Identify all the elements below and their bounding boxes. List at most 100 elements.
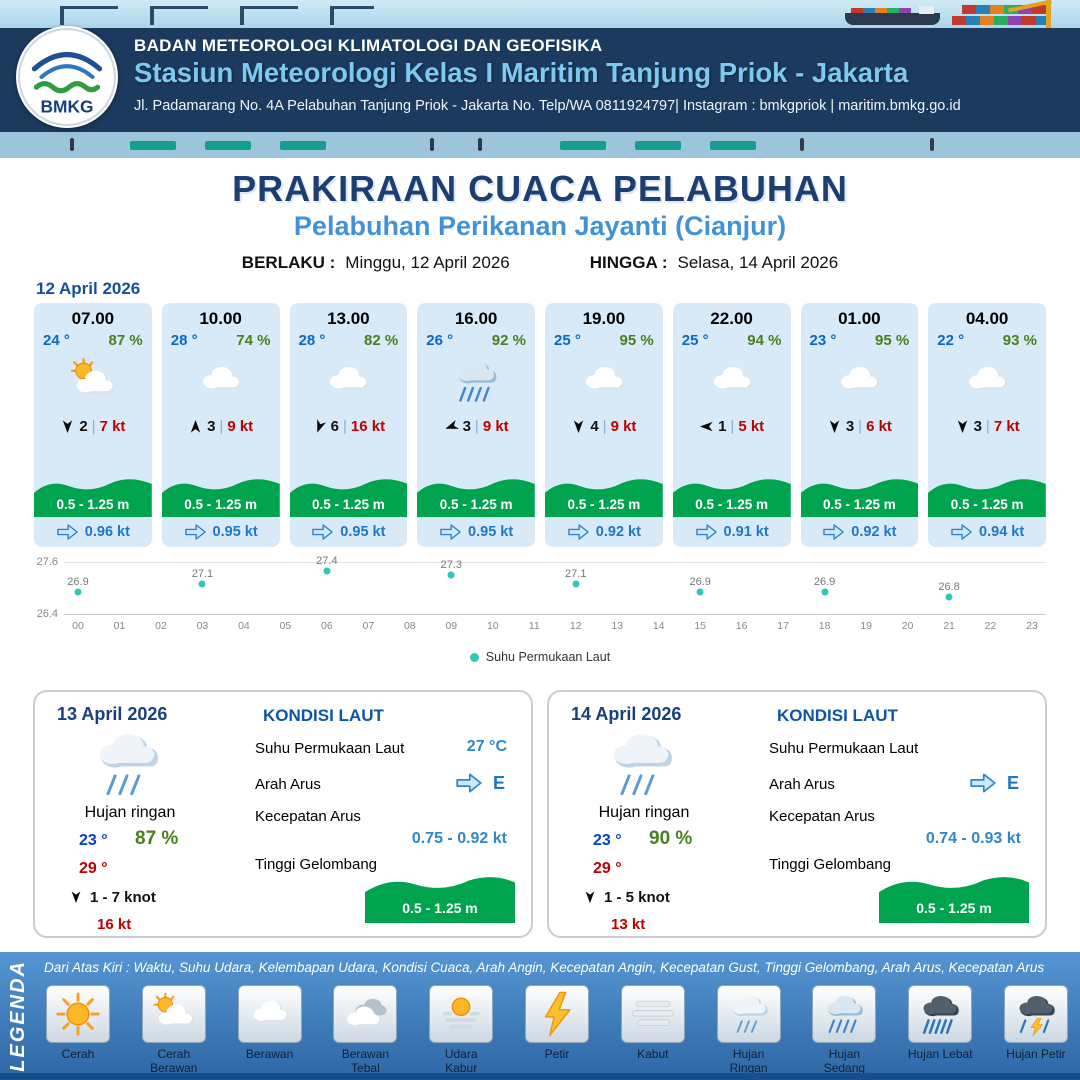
humidity: 95 %: [875, 332, 910, 349]
seat: [280, 141, 326, 150]
temperature: 26 °: [426, 332, 454, 349]
wind-speed: 3: [973, 418, 982, 435]
legend-item-label: Udara Kabur: [444, 1047, 478, 1075]
wind-gust: 9 kt: [227, 418, 254, 435]
temperature: 25 °: [554, 332, 581, 349]
wave-height: 0.5 - 1.25 m: [402, 900, 478, 916]
legend-label: Suhu Permukaan Laut: [485, 650, 611, 664]
forecast-card: 19.00 25 ° 95 % 4 | 9 kt 0.5 - 1.25 m 0.9…: [543, 301, 665, 549]
current-speed: 0.91 kt: [723, 524, 769, 540]
weather-icon-berawan: [545, 353, 663, 409]
legend-item: Berawan: [236, 985, 304, 1075]
weather-condition: Hujan ringan: [598, 804, 690, 821]
wave-height: 0.5 - 1.25 m: [184, 497, 258, 512]
sst-chart-legend: Suhu Permukaan Laut: [30, 650, 1050, 664]
wind-direction-icon: [827, 417, 842, 436]
forecast-card: 16.00 26 ° 92 % 3 | 9 kt 0.5 - 1.25 m 0.9…: [415, 301, 537, 549]
wind-row: 3 | 9 kt: [162, 417, 280, 436]
person-icon: [800, 138, 804, 151]
wave-height: 0.5 - 1.25 m: [822, 497, 896, 512]
wind-speed: 1: [718, 418, 727, 435]
wind-gust: 13 kt: [611, 916, 646, 933]
wind-direction-icon: [571, 417, 586, 436]
legend-item: Cerah Berawan: [140, 985, 208, 1075]
sst-chart-plot: 00 01 02 03 04 05 06 07 08 09 10 11 12 13 14 15 16 17 18 19…: [64, 555, 1046, 636]
wind-direction-icon: [188, 417, 203, 436]
current-direction-icon: [822, 523, 845, 541]
wave-height-band: 0.5 - 1.25 m: [365, 867, 515, 923]
current-direction-label: Arah Arus: [769, 776, 835, 793]
seat: [635, 141, 681, 150]
legend-item: Udara Kabur: [427, 985, 495, 1075]
weather-icon-berawan: [162, 353, 280, 409]
wind-row: 1 | 5 kt: [673, 417, 791, 436]
current-direction-icon: [439, 523, 462, 541]
time-label: 19.00: [582, 309, 626, 328]
wind-row: 3 | 6 kt: [801, 417, 919, 436]
legend-item: Hujan Petir: [1002, 985, 1070, 1075]
yellow-crane-icon: [1046, 0, 1051, 29]
legend-item-label: Hujan Sedang: [823, 1047, 866, 1075]
humidity: 90 %: [649, 828, 693, 849]
weather-icon-hujan-ringan: [589, 726, 693, 802]
person-icon: [430, 138, 434, 151]
forecast-date: 12 April 2026: [36, 279, 141, 298]
legend-item: Petir: [523, 985, 591, 1075]
weather-icon-berawan: [801, 353, 919, 409]
current-direction-icon: [950, 523, 973, 541]
current-speed-label: Kecepatan Arus: [255, 808, 361, 825]
wind-gust: 7 kt: [993, 418, 1020, 435]
daily-forecast-row: 13 April 2026 Hujan ringan 23 ° 87 % 29 …: [33, 690, 1047, 938]
sst-value: 27 °C: [466, 738, 507, 755]
berlaku-value: Minggu, 12 April 2026: [345, 253, 510, 272]
hingga-label: HINGGA :: [589, 253, 668, 272]
hingga-value: Selasa, 14 April 2026: [677, 253, 839, 272]
temperature: 22 °: [937, 332, 965, 349]
current-speed: 0.95 kt: [340, 524, 386, 540]
ship-cargo: [851, 8, 911, 13]
current-direction-icon: [567, 523, 590, 541]
current-row: 0.95 kt: [290, 517, 408, 547]
hujan-lebat-icon: [908, 985, 973, 1043]
forecast-card: 07.00 24 ° 87 % 2 | 7 kt 0.5 - 1.25 m 0.9…: [32, 301, 154, 549]
humidity: 92 %: [491, 332, 526, 349]
wind-speed: 4: [590, 418, 599, 435]
weather-icon-hujan-ringan: [75, 726, 179, 802]
wave-height-band: 0.5 - 1.25 m: [289, 471, 408, 517]
wind-speed: 2: [79, 418, 88, 435]
legend-bottom-bar: [0, 1073, 1080, 1080]
page-title: PRAKIRAAN CUACA PELABUHAN: [232, 168, 848, 209]
forecast-card: 22.00 25 ° 94 % 1 | 5 kt 0.5 - 1.25 m 0.9…: [670, 301, 793, 549]
bmkg-logo-text: BMKG: [41, 97, 94, 117]
wave-height-band: 0.5 - 1.25 m: [672, 471, 791, 517]
wind-row: 6 | 16 kt: [290, 417, 408, 436]
daily-forecast-card: 13 April 2026 Hujan ringan 23 ° 87 % 29 …: [33, 690, 533, 938]
sea-conditions-title: KONDISI LAUT: [777, 706, 898, 725]
wind-direction-icon: [60, 417, 75, 436]
temperature: 23 °: [809, 332, 837, 349]
wind-row: 1 - 5 knot: [583, 888, 670, 906]
legend-item-label: Kabut: [637, 1047, 669, 1061]
legend-item-label: Cerah: [61, 1047, 95, 1061]
petir-icon: [524, 985, 589, 1043]
legend-item: Hujan Lebat: [906, 985, 974, 1075]
current-speed: 0.94 kt: [979, 524, 1025, 540]
legend-item: Kabut: [619, 985, 687, 1075]
wind-gust: 6 kt: [866, 418, 892, 435]
current-direction-icon: [184, 523, 207, 541]
forecast-card: 10.00 28 ° 74 % 3 | 9 kt 0.5 - 1.25 m 0.9…: [159, 301, 282, 549]
header-band: [0, 28, 1080, 132]
wave-height: 0.5 - 1.25 m: [950, 497, 1024, 512]
wind-direction-icon: [697, 419, 716, 434]
wind-gust: 7 kt: [99, 418, 126, 435]
current-speed: 0.95 kt: [212, 524, 258, 540]
humidity: 93 %: [1002, 332, 1037, 349]
separator: |: [219, 418, 224, 435]
page-subtitle: Pelabuhan Perikanan Jayanti (Cianjur): [293, 211, 787, 241]
humidity: 94 %: [747, 332, 782, 349]
current-speed-label: Kecepatan Arus: [769, 808, 875, 825]
wave-height: 0.5 - 1.25 m: [56, 497, 130, 512]
time-label: 22.00: [710, 309, 753, 328]
wind-gust: 5 kt: [738, 418, 765, 435]
container-stack: [962, 5, 1046, 14]
